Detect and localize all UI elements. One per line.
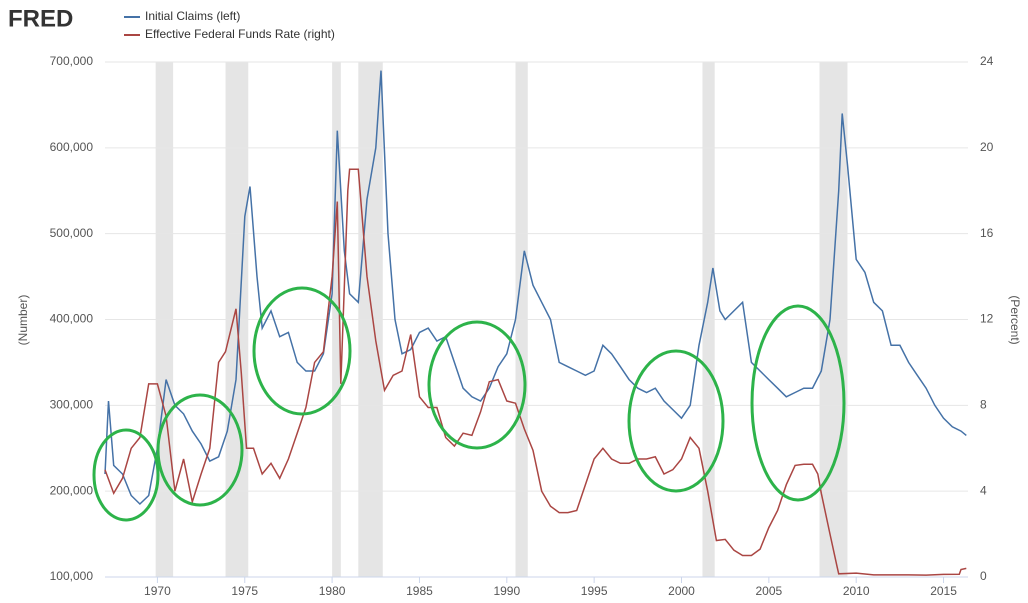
x-tick-label: 1975 [231,584,258,598]
plot: 100,000 200,000 300,000 400,000 500,000 600,0… [50,54,994,598]
circle [750,304,846,502]
y-tick-label: 600,000 [50,140,94,154]
y2-tick-label: 12 [980,312,994,326]
x-tick-label: 1995 [581,584,608,598]
x-tick-label: 2010 [843,584,870,598]
y2-tick-label: 0 [980,569,987,583]
y2-tick-label: 8 [980,398,987,412]
y-tick-label: 200,000 [50,483,94,497]
y2-axis-label: (Percent) [1008,295,1022,344]
x-tick-label: 1985 [406,584,433,598]
legend-label: Effective Federal Funds Rate (right) [145,27,335,41]
y-tick-label: 500,000 [50,226,94,240]
y-axis-label: (Number) [16,295,30,346]
x-tick-label: 1970 [144,584,171,598]
circle [627,349,725,493]
annotations [92,286,846,522]
x-tick-label: 2015 [930,584,957,598]
x-tick-label: 2005 [755,584,782,598]
y-tick-label: 300,000 [50,398,94,412]
series-line [104,168,967,576]
x-tick-label: 1980 [319,584,346,598]
circle [427,320,527,450]
series-line [104,70,967,506]
y2-tick-label: 4 [980,483,987,497]
y2-tick-label: 24 [980,54,994,68]
y-tick-label: 400,000 [50,312,94,326]
x-tick-label: 1990 [493,584,520,598]
y-tick-label: 700,000 [50,54,94,68]
circle [156,393,244,507]
circle [92,428,160,522]
logo: FRED [8,5,73,32]
y2-tick-label: 20 [980,140,994,154]
x-tick-label: 2000 [668,584,695,598]
y-tick-label: 100,000 [50,569,94,583]
circle [252,286,352,416]
legend-label: Initial Claims (left) [145,9,240,23]
y2-tick-label: 16 [980,226,994,240]
